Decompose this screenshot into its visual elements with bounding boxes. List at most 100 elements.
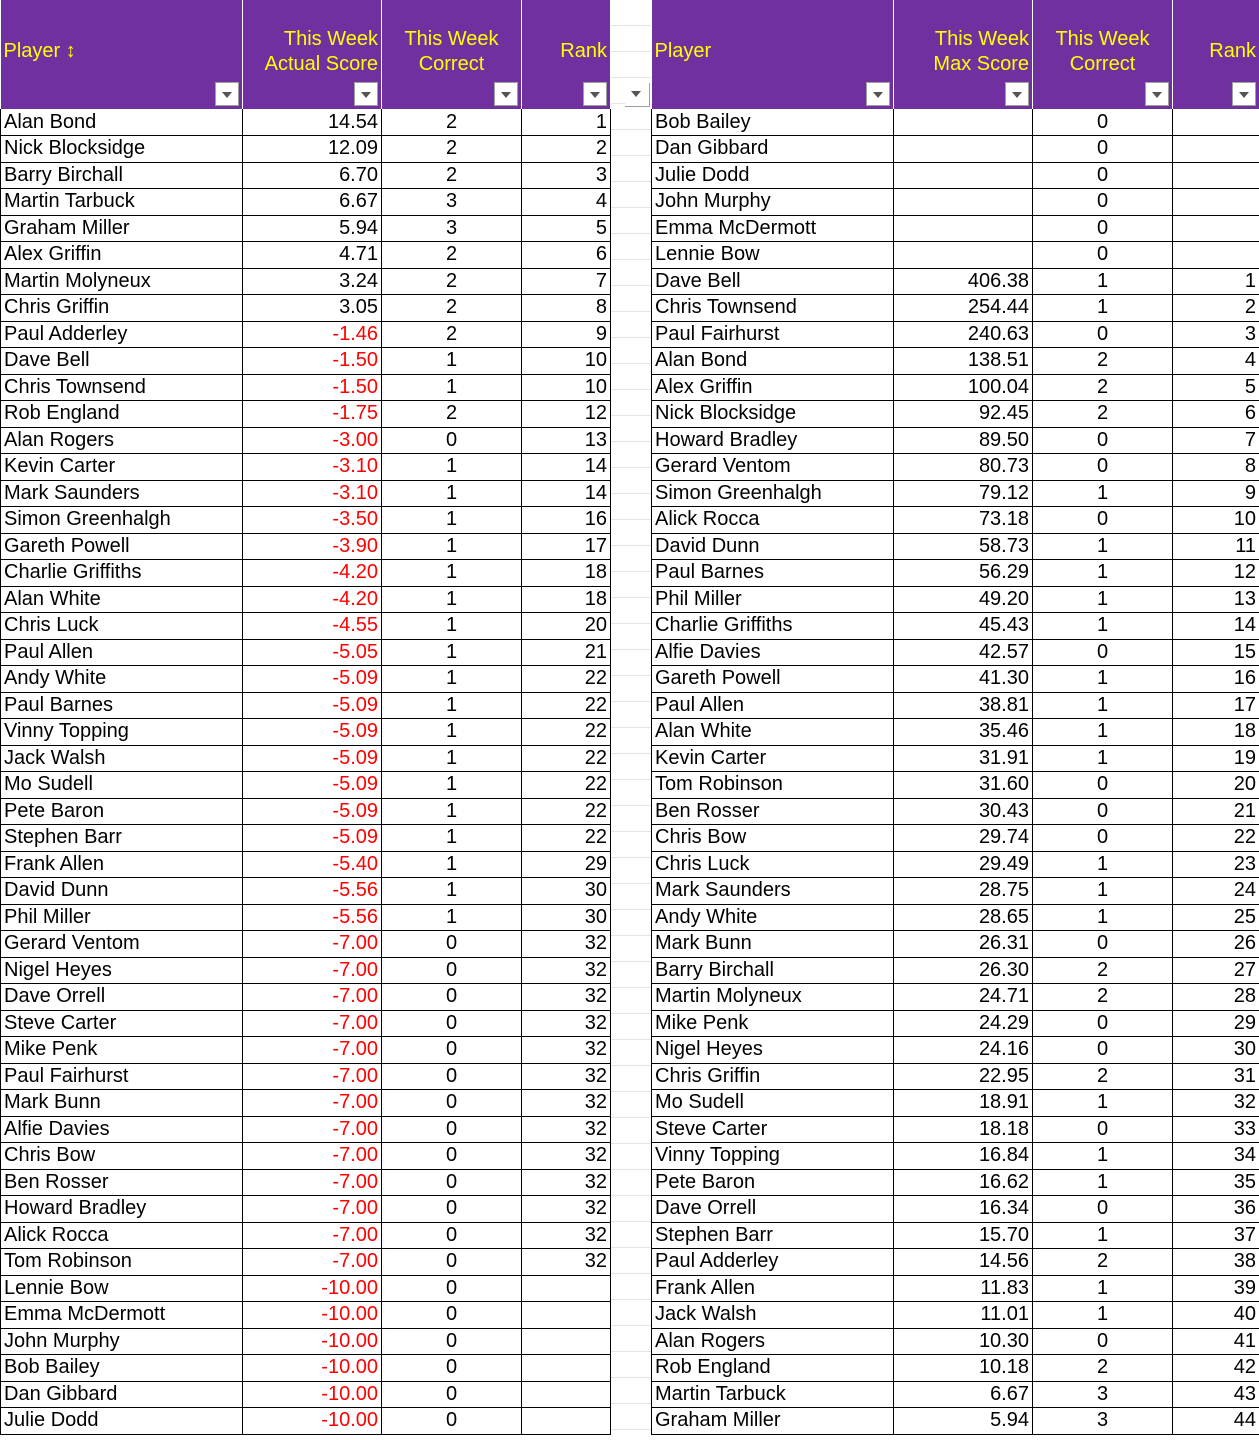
- rank-filter-button[interactable]: [583, 82, 607, 106]
- score-cell[interactable]: -7.00: [242, 1116, 382, 1143]
- rank-cell[interactable]: 22: [1172, 824, 1259, 852]
- score-cell[interactable]: 6.67: [242, 188, 382, 216]
- score-cell[interactable]: -4.20: [242, 586, 382, 613]
- rank-filter-button[interactable]: [1232, 82, 1256, 106]
- rank-cell[interactable]: [521, 1328, 611, 1355]
- correct-cell[interactable]: 2: [1032, 1354, 1173, 1382]
- score-cell[interactable]: 16.84: [893, 1142, 1033, 1170]
- rank-cell[interactable]: 9: [521, 321, 611, 348]
- rank-cell[interactable]: 22: [521, 665, 611, 693]
- rank-cell[interactable]: 32: [521, 1142, 611, 1170]
- player-cell[interactable]: Gerard Ventom: [651, 453, 894, 481]
- rank-cell[interactable]: 15: [1172, 639, 1259, 666]
- rank-cell[interactable]: 14: [521, 480, 611, 507]
- correct-cell[interactable]: 1: [1032, 877, 1173, 905]
- rank-cell[interactable]: 4: [521, 188, 611, 216]
- rank-cell[interactable]: 7: [521, 268, 611, 295]
- rank-cell[interactable]: 18: [1172, 718, 1259, 746]
- player-cell[interactable]: Bob Bailey: [0, 1354, 243, 1382]
- correct-cell[interactable]: 0: [1032, 1036, 1173, 1064]
- score-cell[interactable]: 92.45: [893, 400, 1033, 428]
- correct-cell[interactable]: 1: [381, 639, 522, 666]
- correct-cell[interactable]: 0: [1032, 1328, 1173, 1355]
- player-cell[interactable]: Paul Allen: [0, 639, 243, 666]
- player-cell[interactable]: Simon Greenhalgh: [0, 506, 243, 534]
- correct-cell[interactable]: 0: [381, 1036, 522, 1064]
- rank-cell[interactable]: 3: [1172, 321, 1259, 348]
- player-cell[interactable]: Paul Barnes: [651, 559, 894, 587]
- score-cell[interactable]: -1.75: [242, 400, 382, 428]
- correct-cell[interactable]: 0: [381, 1063, 522, 1090]
- correct-cell[interactable]: 0: [381, 1089, 522, 1117]
- rank-cell[interactable]: 32: [521, 1063, 611, 1090]
- rank-cell[interactable]: [1172, 162, 1259, 189]
- score-cell[interactable]: 89.50: [893, 427, 1033, 454]
- correct-cell[interactable]: 1: [381, 586, 522, 613]
- rank-cell[interactable]: 32: [521, 1222, 611, 1249]
- rank-cell[interactable]: 7: [1172, 427, 1259, 454]
- correct-cell[interactable]: 0: [381, 1116, 522, 1143]
- correct-cell[interactable]: 1: [1032, 1222, 1173, 1249]
- player-cell[interactable]: Dan Gibbard: [0, 1381, 243, 1408]
- player-cell[interactable]: Mark Bunn: [0, 1089, 243, 1117]
- correct-cell[interactable]: 2: [1032, 374, 1173, 401]
- correct-cell[interactable]: 1: [1032, 268, 1173, 295]
- rank-cell[interactable]: 26: [1172, 930, 1259, 958]
- rank-cell[interactable]: 10: [521, 347, 611, 375]
- player-cell[interactable]: John Murphy: [651, 188, 894, 216]
- correct-cell[interactable]: 1: [381, 480, 522, 507]
- correct-cell[interactable]: 1: [1032, 665, 1173, 693]
- player-cell[interactable]: Dave Bell: [651, 268, 894, 295]
- rank-cell[interactable]: [1172, 109, 1259, 136]
- score-cell[interactable]: -10.00: [242, 1354, 382, 1382]
- score-cell[interactable]: [893, 109, 1033, 136]
- rank-cell[interactable]: 21: [1172, 798, 1259, 825]
- score-cell[interactable]: 12.09: [242, 135, 382, 163]
- score-cell[interactable]: 24.16: [893, 1036, 1033, 1064]
- correct-cell[interactable]: 0: [381, 1407, 522, 1435]
- player-cell[interactable]: Paul Allen: [651, 692, 894, 719]
- score-cell[interactable]: -7.00: [242, 1036, 382, 1064]
- player-cell[interactable]: Phil Miller: [0, 904, 243, 931]
- correct-cell[interactable]: 2: [1032, 1063, 1173, 1090]
- rank-cell[interactable]: [521, 1407, 611, 1435]
- score-cell[interactable]: 28.75: [893, 877, 1033, 905]
- rank-cell[interactable]: 32: [521, 1195, 611, 1223]
- player-cell[interactable]: Chris Griffin: [0, 294, 243, 322]
- rank-cell[interactable]: 39: [1172, 1275, 1259, 1302]
- rank-cell[interactable]: 2: [1172, 294, 1259, 322]
- score-cell[interactable]: 31.91: [893, 745, 1033, 772]
- rank-cell[interactable]: 22: [521, 798, 611, 825]
- score-cell[interactable]: 58.73: [893, 533, 1033, 560]
- correct-cell[interactable]: 1: [381, 665, 522, 693]
- player-cell[interactable]: Rob England: [0, 400, 243, 428]
- score-cell[interactable]: -7.00: [242, 1142, 382, 1170]
- score-cell[interactable]: 29.49: [893, 851, 1033, 878]
- player-cell[interactable]: Andy White: [0, 665, 243, 693]
- score-cell[interactable]: 14.56: [893, 1248, 1033, 1276]
- player-cell[interactable]: Ben Rosser: [651, 798, 894, 825]
- rank-cell[interactable]: [1172, 188, 1259, 216]
- score-cell[interactable]: 6.67: [893, 1381, 1033, 1408]
- player-cell[interactable]: Barry Birchall: [0, 162, 243, 189]
- correct-cell[interactable]: 1: [1032, 718, 1173, 746]
- player-cell[interactable]: Kevin Carter: [651, 745, 894, 772]
- correct-cell[interactable]: 1: [1032, 294, 1173, 322]
- player-cell[interactable]: Gareth Powell: [0, 533, 243, 560]
- correct-cell[interactable]: 2: [1032, 347, 1173, 375]
- player-cell[interactable]: Tom Robinson: [651, 771, 894, 799]
- rank-cell[interactable]: 32: [521, 1169, 611, 1196]
- player-cell[interactable]: Frank Allen: [0, 851, 243, 878]
- rank-cell[interactable]: 32: [521, 1116, 611, 1143]
- correct-cell[interactable]: 0: [381, 1142, 522, 1170]
- correct-cell[interactable]: 0: [1032, 930, 1173, 958]
- score-cell[interactable]: 26.31: [893, 930, 1033, 958]
- rank-cell[interactable]: 32: [521, 983, 611, 1011]
- rank-cell[interactable]: 8: [521, 294, 611, 322]
- rank-cell[interactable]: 32: [1172, 1089, 1259, 1117]
- score-cell[interactable]: -5.05: [242, 639, 382, 666]
- rank-cell[interactable]: 11: [1172, 533, 1259, 560]
- player-cell[interactable]: Mo Sudell: [0, 771, 243, 799]
- correct-cell[interactable]: 0: [1032, 824, 1173, 852]
- rank-cell[interactable]: 12: [1172, 559, 1259, 587]
